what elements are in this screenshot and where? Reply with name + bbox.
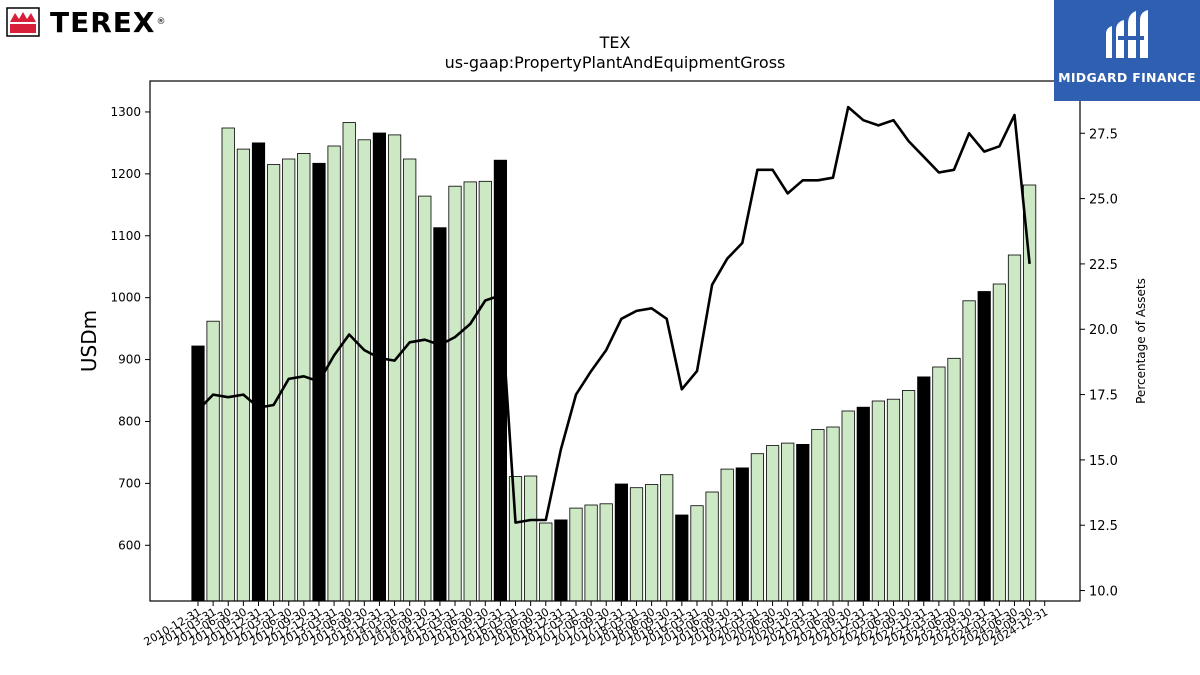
y-axis-ticks: 600 700 800 900 1000 1100 1200 1300 bbox=[110, 105, 150, 552]
chart-subtitle: us-gaap:PropertyPlantAndEquipmentGross bbox=[444, 53, 786, 72]
bar bbox=[1023, 184, 1037, 602]
bar bbox=[342, 122, 356, 602]
y2-tick-label: 12.5 bbox=[1089, 519, 1118, 534]
bar bbox=[554, 519, 568, 602]
bar bbox=[448, 185, 462, 602]
y2-tick-label: 25.0 bbox=[1089, 193, 1118, 208]
y-tick-label: 1000 bbox=[110, 291, 141, 305]
y2-axis-label: Percentage of Assets bbox=[1134, 278, 1148, 404]
bar bbox=[750, 453, 765, 602]
bar bbox=[811, 429, 825, 602]
bar bbox=[720, 468, 734, 602]
bar bbox=[781, 442, 795, 602]
y-tick-label: 700 bbox=[118, 476, 141, 490]
x-axis-ticks: 2010-12-312011-03-312011-06-302011-09-30… bbox=[142, 601, 1050, 649]
bar bbox=[357, 139, 371, 602]
bar bbox=[251, 142, 266, 602]
y-tick-label: 600 bbox=[118, 538, 141, 552]
y2-tick-label: 15.0 bbox=[1089, 454, 1118, 469]
midgard-mark-icon bbox=[1106, 10, 1148, 58]
bar bbox=[902, 390, 916, 602]
bar bbox=[675, 514, 689, 602]
bar bbox=[917, 376, 931, 602]
bar bbox=[433, 227, 447, 602]
bar bbox=[645, 484, 659, 602]
bar bbox=[372, 132, 387, 602]
bar bbox=[629, 487, 644, 602]
y2-tick-label: 20.0 bbox=[1089, 323, 1118, 338]
chart-title-block: TEX us-gaap:PropertyPlantAndEquipmentGro… bbox=[415, 33, 815, 73]
bar bbox=[826, 426, 840, 602]
bar bbox=[660, 474, 674, 602]
y-tick-label: 1300 bbox=[110, 105, 141, 119]
midgard-logo-text: MIDGARD FINANCE bbox=[1058, 70, 1196, 85]
bar bbox=[871, 400, 886, 602]
crown-icon bbox=[6, 7, 40, 37]
bar bbox=[886, 398, 901, 602]
midgard-logo: MIDGARD FINANCE bbox=[1054, 0, 1200, 101]
bar-series bbox=[191, 122, 1037, 602]
bar bbox=[569, 507, 583, 602]
bar bbox=[539, 522, 553, 602]
bar bbox=[856, 406, 870, 602]
chart-title: TEX bbox=[599, 33, 631, 52]
bar bbox=[705, 491, 719, 602]
y2-axis-ticks: 10.0 12.5 15.0 17.5 20.0 22.5 25.0 27.5 bbox=[1080, 127, 1118, 600]
bar bbox=[766, 445, 780, 602]
bar bbox=[962, 300, 976, 602]
bar bbox=[735, 467, 749, 602]
bar bbox=[236, 148, 250, 602]
bar bbox=[478, 180, 492, 602]
y2-tick-label: 22.5 bbox=[1089, 258, 1118, 273]
bar bbox=[418, 195, 432, 602]
logo-registered-mark: ® bbox=[156, 17, 166, 27]
y-tick-label: 800 bbox=[118, 414, 141, 428]
bar bbox=[387, 134, 402, 602]
terex-logo: TEREX ® bbox=[6, 5, 166, 39]
logo-wordmark: TEREX bbox=[50, 5, 156, 39]
y2-tick-label: 27.5 bbox=[1089, 127, 1118, 142]
bar bbox=[524, 475, 538, 602]
y-tick-label: 1100 bbox=[110, 229, 141, 243]
bar bbox=[206, 320, 220, 602]
bar bbox=[796, 443, 810, 602]
bar bbox=[977, 291, 991, 602]
y-tick-label: 1200 bbox=[110, 167, 141, 181]
bar bbox=[1007, 254, 1022, 602]
plot-frame bbox=[149, 80, 1081, 602]
bar bbox=[221, 127, 235, 602]
bar bbox=[932, 366, 946, 602]
bar bbox=[584, 504, 598, 602]
percentage-line bbox=[197, 105, 1031, 524]
bar bbox=[599, 503, 613, 602]
bar bbox=[841, 410, 855, 602]
bar bbox=[508, 476, 523, 602]
bar bbox=[690, 505, 704, 602]
bar bbox=[947, 357, 961, 602]
y-tick-label: 900 bbox=[118, 353, 141, 367]
bar bbox=[463, 181, 477, 602]
bar bbox=[191, 345, 205, 602]
y-axis-label: USDm bbox=[77, 310, 101, 372]
y2-tick-label: 10.0 bbox=[1089, 585, 1118, 600]
bar bbox=[493, 159, 508, 602]
bar bbox=[614, 483, 629, 602]
bar bbox=[327, 145, 341, 602]
bar bbox=[266, 164, 281, 602]
bar bbox=[403, 158, 417, 602]
bar bbox=[992, 283, 1007, 602]
y2-tick-label: 17.5 bbox=[1089, 389, 1118, 404]
